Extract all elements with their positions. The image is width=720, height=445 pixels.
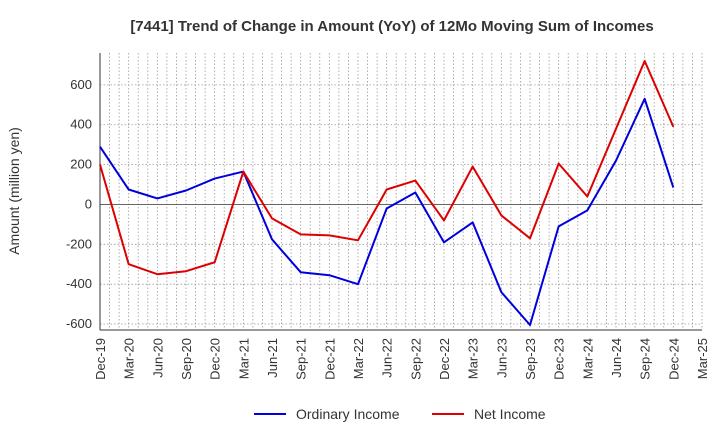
y-tick-label: 600 bbox=[70, 77, 92, 92]
series bbox=[99, 59, 675, 327]
y-tick-label: 400 bbox=[70, 117, 92, 132]
x-tick-label: Mar-23 bbox=[466, 338, 481, 379]
legend-label-0: Ordinary Income bbox=[296, 406, 400, 422]
legend-label-1: Net Income bbox=[474, 406, 546, 422]
x-tick-label: Sep-20 bbox=[179, 338, 194, 380]
y-tick-label: 0 bbox=[85, 196, 92, 211]
x-tick-label: Jun-24 bbox=[609, 338, 624, 378]
x-tick-label: Mar-25 bbox=[695, 338, 710, 379]
legend: Ordinary Income Net Income bbox=[254, 406, 546, 422]
x-tick-label: Dec-20 bbox=[208, 338, 223, 380]
grid bbox=[99, 53, 703, 330]
x-tick-label: Jun-22 bbox=[380, 338, 395, 378]
x-tick-label: Sep-24 bbox=[638, 338, 653, 380]
y-tick-label: 200 bbox=[70, 157, 92, 172]
x-tick-label: Mar-22 bbox=[351, 338, 366, 379]
y-tick-label: -400 bbox=[66, 276, 92, 291]
series-line-1 bbox=[99, 59, 675, 276]
axes: -600 -400 -200 0 200 400 600 Dec-19 Mar-20 Jun-20… bbox=[66, 53, 710, 380]
x-tick-label: Dec-19 bbox=[93, 338, 108, 380]
plot-area bbox=[100, 53, 702, 330]
x-tick-label: Jun-20 bbox=[150, 338, 165, 378]
x-tick-label: Mar-21 bbox=[236, 338, 251, 379]
x-tick-label: Dec-22 bbox=[437, 338, 452, 380]
x-tick-label: Dec-23 bbox=[552, 338, 567, 380]
y-axis-label: Amount (million yen) bbox=[6, 127, 22, 255]
x-tick-label: Dec-24 bbox=[666, 338, 681, 380]
x-tick-label: Mar-20 bbox=[122, 338, 137, 379]
x-tick-label: Mar-24 bbox=[580, 338, 595, 379]
x-tick-label: Sep-22 bbox=[408, 338, 423, 380]
chart-title: [7441] Trend of Change in Amount (YoY) o… bbox=[130, 18, 653, 35]
y-tick-label: -600 bbox=[66, 316, 92, 331]
x-tick-label: Sep-23 bbox=[523, 338, 538, 380]
x-tick-label: Dec-21 bbox=[322, 338, 337, 380]
x-tick-label: Jun-23 bbox=[494, 338, 509, 378]
series-line-0 bbox=[99, 97, 675, 327]
x-tick-label: Sep-21 bbox=[294, 338, 309, 380]
y-tick-label: -200 bbox=[66, 236, 92, 251]
x-tick-label: Jun-21 bbox=[265, 338, 280, 378]
